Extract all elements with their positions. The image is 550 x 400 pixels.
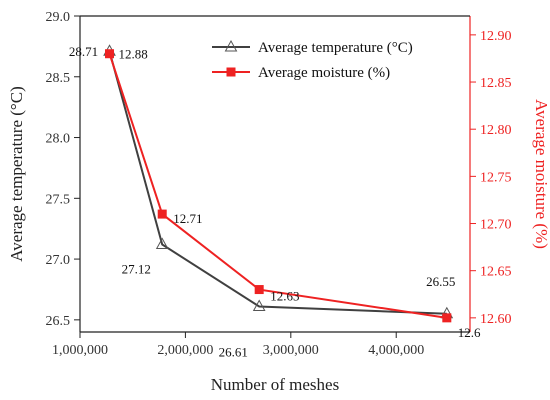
left-y-tick-label: 28.5: [46, 71, 71, 86]
x-ticks: 1,000,000 2,000,000 3,000,000 4,000,000: [52, 332, 424, 358]
moisture-marker: [442, 313, 452, 323]
left-y-tick-label: 29.0: [46, 10, 71, 25]
legend-label-temperature: Average temperature (°C): [258, 40, 413, 56]
right-y-tick-label: 12.75: [480, 170, 512, 185]
left-y-tick-label: 27.5: [46, 192, 71, 207]
data-labels: 28.71 27.12 26.61 26.55 12.88 12.71 12.63 12.6: [69, 44, 481, 359]
legend: Average temperature (°C) Average moistur…: [212, 39, 413, 81]
axes: [79, 15, 471, 333]
x-tick-label: 2,000,000: [157, 343, 213, 358]
right-y-axis-title: Average moisture (%): [532, 99, 550, 249]
series-layer: [103, 44, 454, 323]
temperature-data-label: 26.55: [426, 274, 455, 289]
series-line-temperature: [108, 50, 447, 315]
moisture-data-label: 12.63: [270, 289, 299, 304]
right-y-ticks: 12.60 12.65 12.70 12.75 12.80 12.85 12.90: [470, 29, 512, 327]
temperature-marker: [155, 237, 169, 249]
left-y-ticks: 26.5 27.0 27.5 28.0 28.5 29.0: [46, 10, 80, 329]
legend-swatch-temperature-marker: [224, 39, 238, 52]
x-tick-label: 3,000,000: [263, 343, 319, 358]
temperature-data-label: 28.71: [69, 44, 98, 59]
temperature-data-label: 27.12: [122, 261, 151, 276]
legend-label-moisture: Average moisture (%): [258, 65, 390, 81]
moisture-data-label: 12.71: [173, 211, 202, 226]
x-axis-title: Number of meshes: [211, 375, 339, 394]
series-line-moisture: [108, 53, 447, 319]
left-y-tick-label: 28.0: [46, 132, 71, 147]
left-y-axis-title: Average temperature (°C): [7, 86, 26, 261]
x-tick-label: 4,000,000: [368, 343, 424, 358]
right-y-tick-label: 12.65: [480, 265, 512, 280]
moisture-marker: [254, 285, 264, 295]
right-y-tick-label: 12.85: [480, 76, 512, 91]
left-y-tick-label: 27.0: [46, 253, 71, 268]
legend-entry-temperature: Average temperature (°C): [212, 39, 413, 56]
right-y-tick-label: 12.70: [480, 218, 512, 233]
right-y-tick-label: 12.60: [480, 312, 512, 327]
legend-entry-moisture: Average moisture (%): [212, 65, 390, 81]
legend-swatch-moisture-marker: [226, 67, 236, 77]
x-tick-label: 1,000,000: [52, 343, 108, 358]
moisture-data-label: 12.88: [119, 47, 148, 62]
moisture-data-label: 12.6: [458, 325, 481, 340]
moisture-marker: [105, 49, 115, 59]
left-y-tick-label: 26.5: [46, 314, 71, 329]
temperature-marker: [252, 299, 266, 311]
right-y-tick-label: 12.90: [480, 29, 512, 44]
moisture-marker: [157, 209, 167, 219]
temperature-data-label: 26.61: [219, 344, 248, 359]
right-y-tick-label: 12.80: [480, 123, 512, 138]
